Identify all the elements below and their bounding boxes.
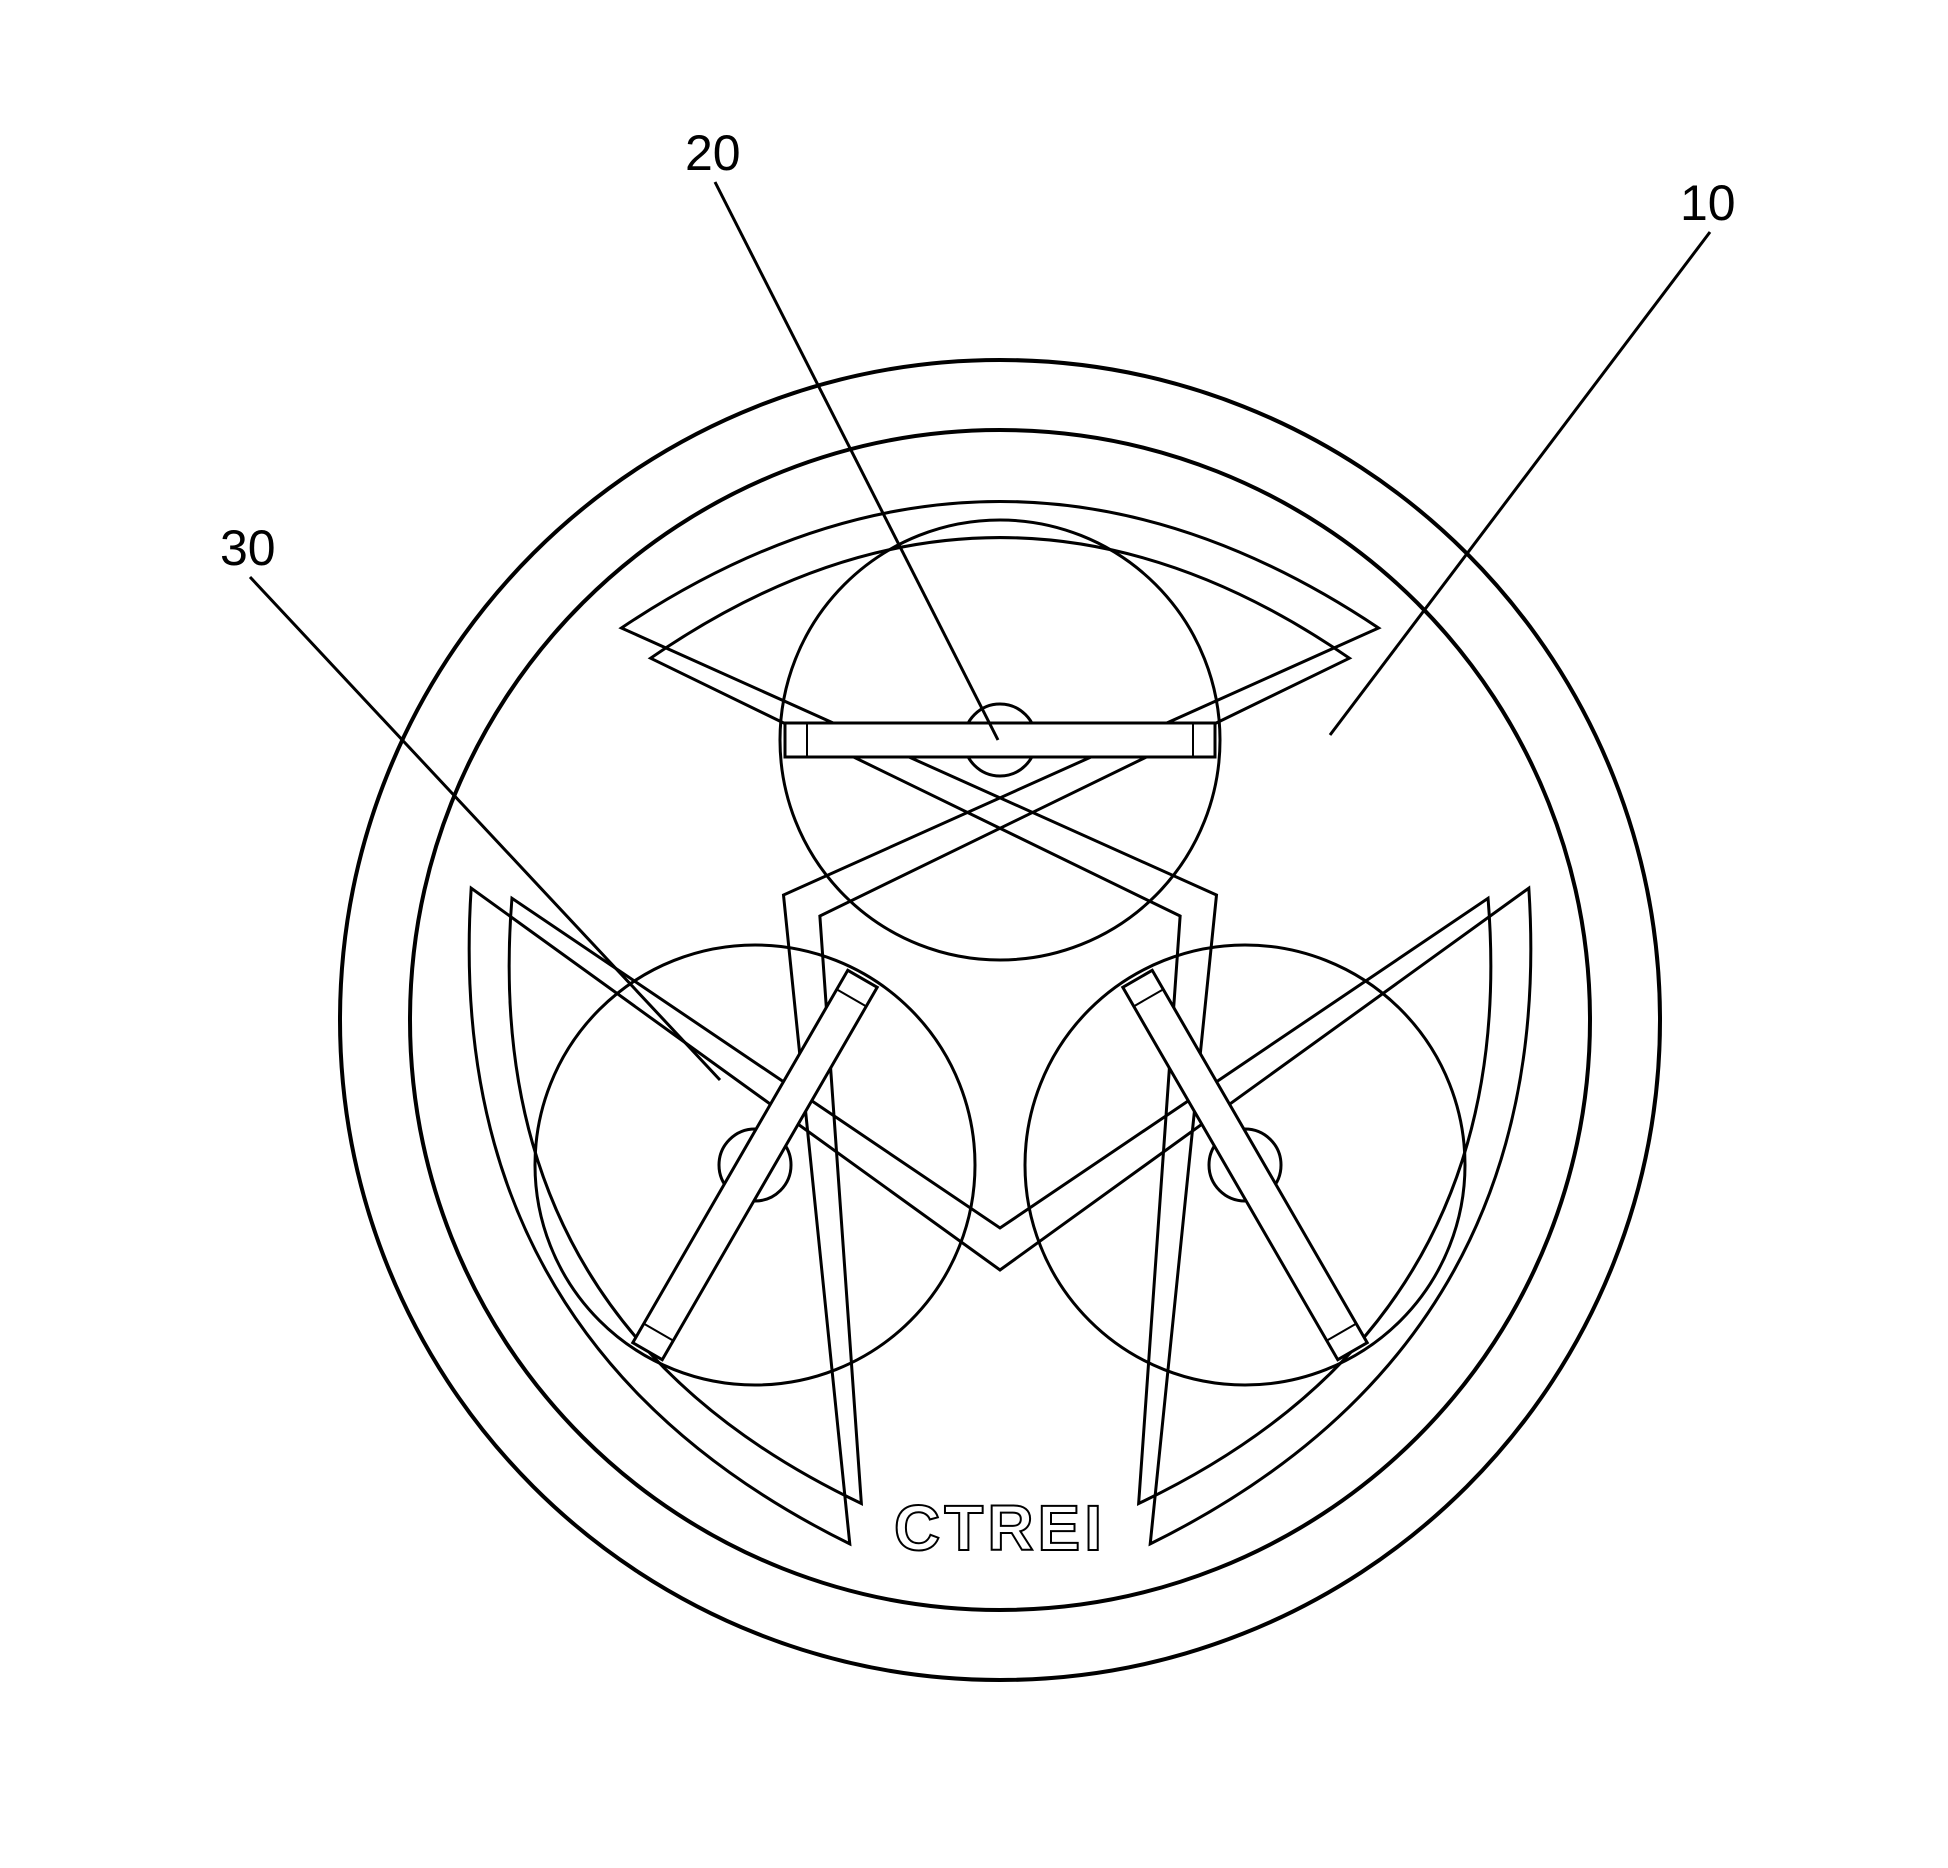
label-10: 10 xyxy=(1330,175,1736,735)
label-number: 30 xyxy=(220,520,276,576)
inner-ring xyxy=(410,430,1590,1610)
technical-diagram: CTREI 20 10 30 xyxy=(0,0,1948,1868)
hole-top xyxy=(780,520,1220,960)
brand-text: CTREI xyxy=(894,1492,1106,1564)
hole-bar-left xyxy=(633,970,877,1359)
hole-bar-right xyxy=(1123,970,1367,1359)
label-number: 10 xyxy=(1680,175,1736,231)
hole-bar-top xyxy=(785,723,1215,757)
tri-lobe-groove-outer xyxy=(469,501,1531,1543)
label-number: 20 xyxy=(685,125,741,181)
